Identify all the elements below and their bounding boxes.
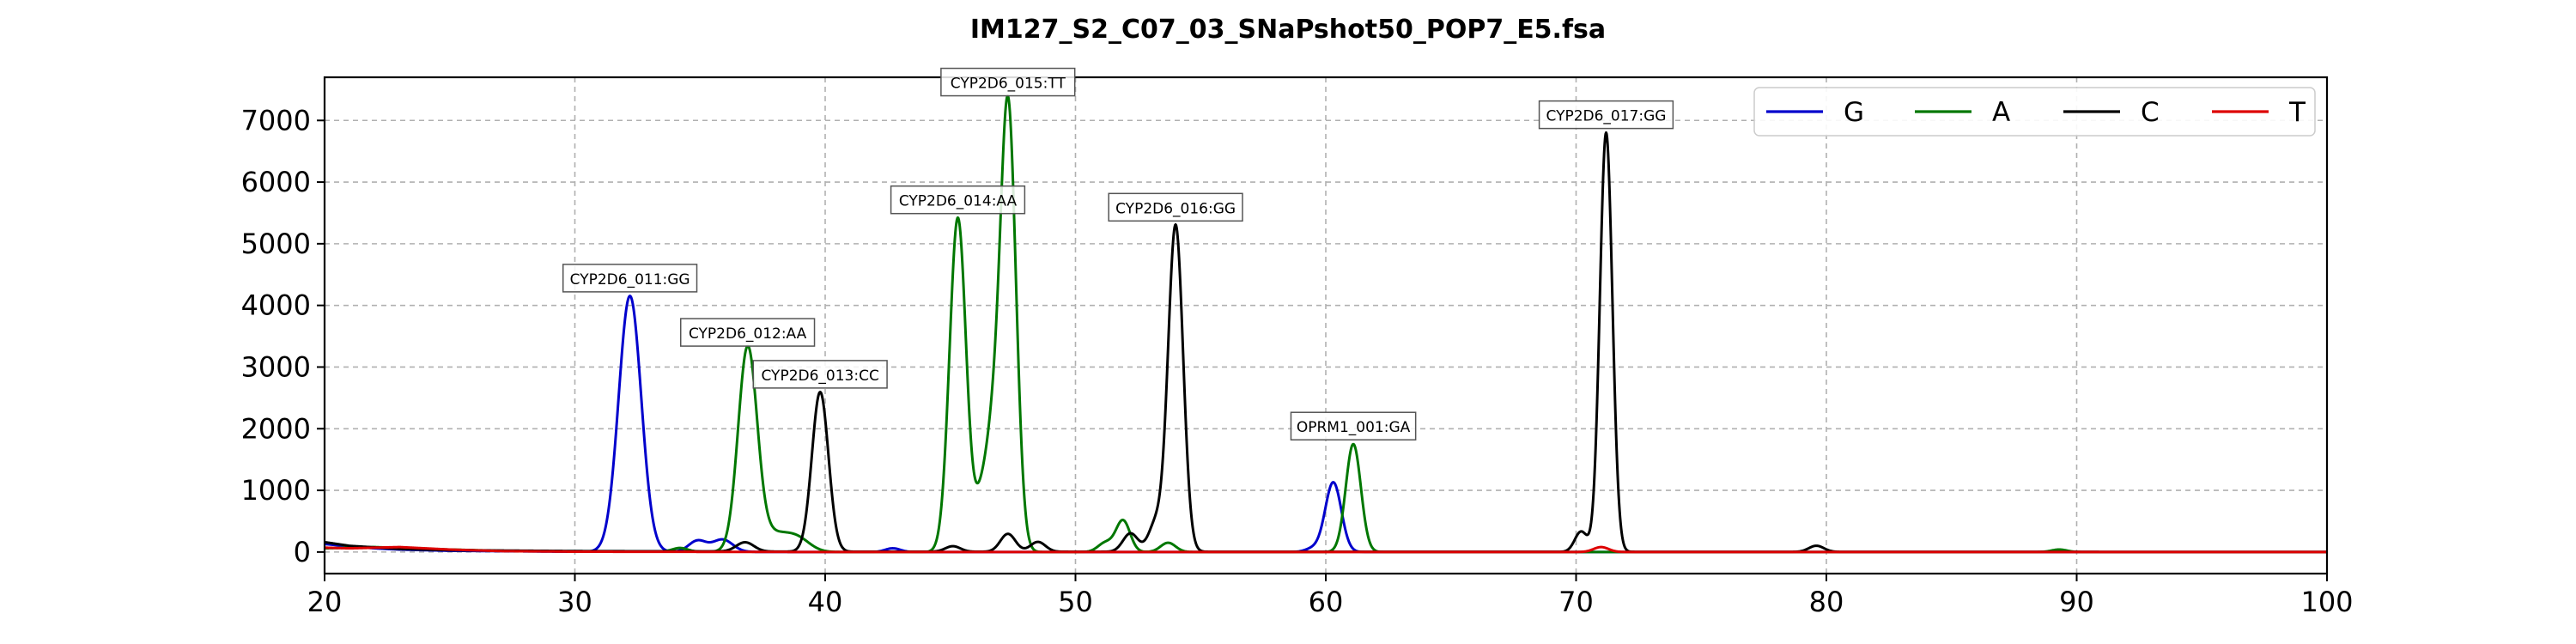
peak-label-text: CYP2D6_013:CC bbox=[761, 368, 878, 385]
peak-label-text: CYP2D6_011:GG bbox=[570, 271, 690, 289]
legend-item-c: C bbox=[2063, 97, 2160, 128]
peak-label-box bbox=[752, 360, 888, 389]
legend-item-t: T bbox=[2212, 97, 2306, 128]
peak-label: CYP2D6_012:AA bbox=[679, 318, 816, 347]
legend-item-a: A bbox=[1915, 97, 2010, 128]
x-tick-label: 50 bbox=[1058, 586, 1093, 618]
x-tick-label: 30 bbox=[557, 586, 592, 618]
y-tick-label: 1000 bbox=[241, 474, 311, 507]
legend-label: C bbox=[2141, 97, 2160, 128]
x-tick-label: 40 bbox=[808, 586, 843, 618]
y-tick-label: 0 bbox=[294, 536, 311, 568]
legend-label: A bbox=[1992, 97, 2010, 128]
chart-title: IM127_S2_C07_03_SNaPshot50_POP7_E5.fsa bbox=[970, 15, 1606, 45]
x-tick-label: 90 bbox=[2059, 586, 2094, 618]
y-tick-label: 6000 bbox=[241, 166, 311, 198]
peak-label: CYP2D6_014:AA bbox=[890, 185, 1026, 215]
peak-label-box bbox=[1290, 411, 1417, 440]
peak-label-box bbox=[679, 318, 816, 347]
axes: 20 30 40 50 60 70 80 90 100010002000300040005000… bbox=[241, 76, 2354, 618]
peak-label-box bbox=[562, 264, 698, 293]
x-tick-label: 20 bbox=[307, 586, 343, 618]
legend-label: T bbox=[2288, 97, 2306, 128]
y-tick-label: 2000 bbox=[241, 412, 311, 445]
x-tick-label: 70 bbox=[1558, 586, 1594, 618]
y-tick-label: 7000 bbox=[241, 104, 311, 137]
y-tick-label: 3000 bbox=[241, 350, 311, 383]
peak-label: CYP2D6_011:GG bbox=[562, 264, 698, 293]
peak-label: CYP2D6_015:TT bbox=[940, 67, 1076, 97]
peak-label-text: OPRM1_001:GA bbox=[1297, 419, 1411, 436]
x-tick-label: 100 bbox=[2300, 586, 2353, 618]
trace-t bbox=[325, 545, 2327, 554]
x-tick-label: 60 bbox=[1309, 586, 1344, 618]
x-tick-label: 80 bbox=[1809, 586, 1844, 618]
peak-label-box bbox=[940, 67, 1076, 97]
peak-label-box bbox=[890, 185, 1026, 215]
legend-box bbox=[1753, 87, 2316, 137]
peak-label: OPRM1_001:GA bbox=[1290, 411, 1417, 440]
peak-label-text: CYP2D6_015:TT bbox=[951, 76, 1066, 93]
y-tick-label: 5000 bbox=[241, 228, 311, 260]
peak-label-text: CYP2D6_012:AA bbox=[689, 325, 807, 343]
peak-label: CYP2D6_013:CC bbox=[752, 360, 888, 389]
peak-label-text: CYP2D6_016:GG bbox=[1115, 200, 1236, 217]
legend-item-g: G bbox=[1766, 97, 1864, 128]
peak-label: CYP2D6_016:GG bbox=[1108, 192, 1243, 222]
peak-annotations: CYP2D6_011:GG CYP2D6_012:AA CYP2D6_013:CC C… bbox=[562, 67, 1674, 440]
peak-label: CYP2D6_017:GG bbox=[1538, 100, 1674, 130]
peak-label-box bbox=[1108, 192, 1243, 222]
legend-label: G bbox=[1844, 97, 1864, 128]
y-tick-label: 4000 bbox=[241, 289, 311, 322]
trace-lines bbox=[325, 94, 2327, 554]
peak-label-text: CYP2D6_017:GG bbox=[1546, 108, 1667, 125]
peak-label-text: CYP2D6_014:AA bbox=[899, 193, 1018, 210]
peak-label-box bbox=[1538, 100, 1674, 130]
